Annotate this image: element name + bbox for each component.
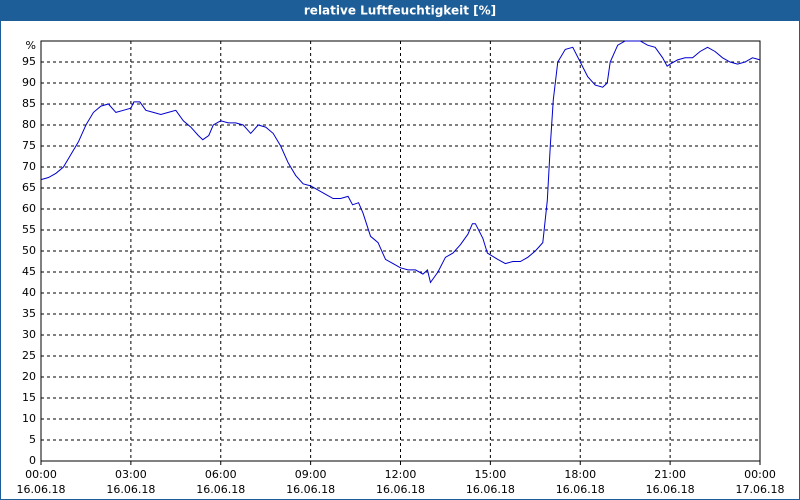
y-tick-label: 5 [29, 433, 36, 446]
y-tick-label: 25 [22, 349, 36, 362]
x-tick-label: 17.06.18 [736, 483, 785, 496]
x-tick-label: 16.06.18 [17, 483, 66, 496]
y-tick-label: 70 [22, 160, 36, 173]
x-tick-label: 16.06.18 [286, 483, 335, 496]
y-tick-label: 60 [22, 202, 36, 215]
y-tick-label: 45 [22, 265, 36, 278]
y-tick-label: 40 [22, 286, 36, 299]
y-tick-label: 35 [22, 307, 36, 320]
x-tick-label: 12:00 [385, 468, 417, 481]
x-tick-label: 00:00 [25, 468, 57, 481]
x-tick-label: 18:00 [564, 468, 596, 481]
y-tick-label: 30 [22, 328, 36, 341]
y-tick-label: 15 [22, 391, 36, 404]
plot-border [40, 40, 761, 462]
x-tick-label: 16.06.18 [556, 483, 605, 496]
y-tick-label: 65 [22, 181, 36, 194]
y-tick-label: 50 [22, 244, 36, 257]
x-tick-label: 09:00 [295, 468, 327, 481]
y-tick-label: 0 [29, 454, 36, 467]
x-tick-label: 16.06.18 [196, 483, 245, 496]
y-tick-label: 80 [22, 118, 36, 131]
title-bar [0, 0, 800, 21]
y-unit-label: % [26, 39, 36, 52]
y-tick-label: 20 [22, 370, 36, 383]
x-tick-label: 16.06.18 [466, 483, 515, 496]
y-tick-label: 55 [22, 223, 36, 236]
x-tick-label: 21:00 [654, 468, 686, 481]
x-tick-label: 15:00 [475, 468, 507, 481]
y-tick-label: 10 [22, 412, 36, 425]
x-tick-label: 03:00 [115, 468, 147, 481]
data-line [40, 40, 761, 284]
x-tick-label: 06:00 [205, 468, 237, 481]
x-tick-label: 16.06.18 [646, 483, 695, 496]
x-tick-label: 16.06.18 [106, 483, 155, 496]
chart-title: relative Luftfeuchtigkeit [%] [304, 4, 496, 18]
y-tick-label: 85 [22, 97, 36, 110]
y-tick-label: 75 [22, 139, 36, 152]
y-tick-label: 90 [22, 76, 36, 89]
x-tick-label: 16.06.18 [376, 483, 425, 496]
x-tick-label: 00:00 [744, 468, 776, 481]
y-tick-label: 95 [22, 55, 36, 68]
